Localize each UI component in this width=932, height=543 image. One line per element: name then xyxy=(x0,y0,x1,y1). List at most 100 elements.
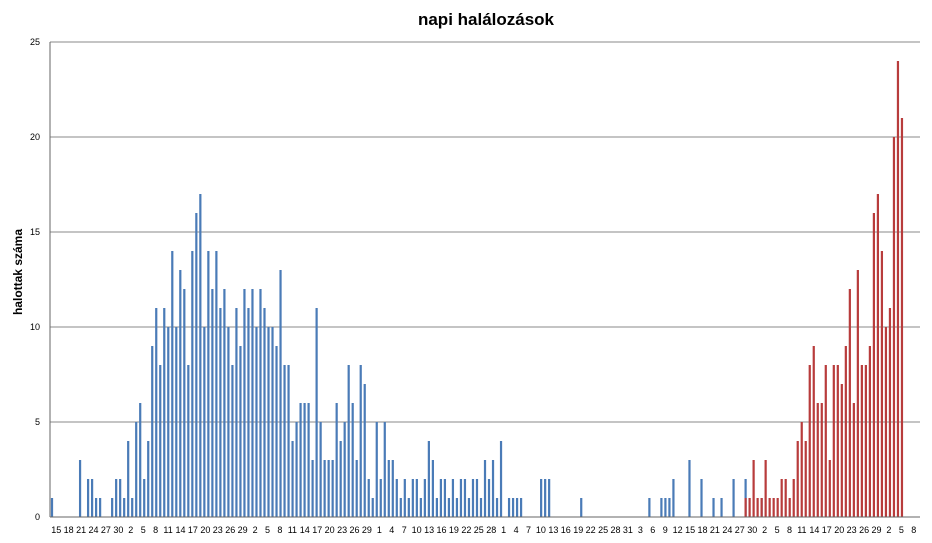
x-tick-label: 13 xyxy=(548,525,558,535)
x-tick-label: 23 xyxy=(337,525,347,535)
bar xyxy=(195,213,198,517)
x-tick-label: 31 xyxy=(623,525,633,535)
y-tick-label: 0 xyxy=(35,512,40,522)
bar xyxy=(443,479,447,517)
x-tick-label: 5 xyxy=(775,525,780,535)
bar xyxy=(720,498,723,517)
bar xyxy=(816,403,819,517)
bar xyxy=(660,498,663,517)
bar xyxy=(155,308,158,517)
x-tick-label: 27 xyxy=(101,525,111,535)
bar xyxy=(271,327,274,517)
x-tick-label: 16 xyxy=(561,525,571,535)
bar xyxy=(159,365,162,517)
x-tick-label: 7 xyxy=(402,525,407,535)
bar xyxy=(315,308,318,517)
bar xyxy=(227,327,230,517)
bar xyxy=(95,498,98,517)
y-tick-label: 25 xyxy=(30,37,40,47)
bar xyxy=(896,61,900,517)
bar xyxy=(351,403,354,517)
bar xyxy=(780,479,783,517)
bar xyxy=(455,498,459,517)
bar xyxy=(892,137,896,517)
x-tick-labels: 15 18 21 24 27 30 2 5 8 11 14 17 20 23 26 29 2 5 8 11 14 17 20… xyxy=(51,525,916,535)
bar xyxy=(828,460,831,517)
bar xyxy=(199,194,202,517)
bar xyxy=(836,365,839,517)
bar xyxy=(263,308,266,517)
bar xyxy=(99,498,102,517)
bar xyxy=(343,422,346,517)
bar xyxy=(852,403,855,517)
y-tick-labels: 0 5 10 15 20 25 xyxy=(30,37,40,522)
bar xyxy=(175,327,178,517)
bar xyxy=(447,498,451,517)
bar xyxy=(459,479,463,517)
bar xyxy=(231,365,234,517)
bar xyxy=(451,479,455,517)
bar xyxy=(776,498,779,517)
bar xyxy=(299,403,302,517)
x-tick-label: 25 xyxy=(474,525,484,535)
x-tick-label: 21 xyxy=(76,525,86,535)
x-tick-label: 18 xyxy=(64,525,74,535)
x-tick-label: 5 xyxy=(141,525,146,535)
bar xyxy=(239,346,242,517)
bar xyxy=(648,498,651,517)
bar xyxy=(235,308,238,517)
bar xyxy=(307,403,310,517)
x-tick-label: 30 xyxy=(113,525,123,535)
x-tick-label: 28 xyxy=(610,525,620,535)
bar xyxy=(167,327,170,517)
bar xyxy=(467,498,471,517)
bar xyxy=(491,460,495,517)
x-tick-label: 1 xyxy=(377,525,382,535)
bar xyxy=(259,289,262,517)
bar xyxy=(163,308,166,517)
x-tick-label: 11 xyxy=(797,525,806,535)
x-tick-label: 10 xyxy=(536,525,546,535)
bar xyxy=(303,403,306,517)
bar xyxy=(335,403,338,517)
bar xyxy=(347,365,350,517)
bar xyxy=(688,460,691,517)
x-tick-label: 29 xyxy=(871,525,881,535)
bar xyxy=(139,403,142,517)
x-tick-label: 12 xyxy=(673,525,683,535)
x-tick-label: 26 xyxy=(859,525,869,535)
x-tick-label: 20 xyxy=(834,525,844,535)
bar xyxy=(483,460,487,517)
bar xyxy=(247,308,250,517)
bar xyxy=(900,118,904,517)
bar xyxy=(143,479,146,517)
bars xyxy=(50,61,904,517)
x-tick-label: 27 xyxy=(735,525,745,535)
bar xyxy=(824,365,827,517)
bar xyxy=(423,479,426,517)
x-tick-label: 17 xyxy=(188,525,198,535)
x-tick-label: 19 xyxy=(449,525,459,535)
bar xyxy=(243,289,246,517)
x-tick-label: 14 xyxy=(809,525,819,535)
bar xyxy=(764,460,767,517)
bar xyxy=(283,365,286,517)
bar xyxy=(840,384,843,517)
bar xyxy=(391,460,394,517)
x-tick-label: 8 xyxy=(277,525,282,535)
grid-lines xyxy=(50,41,920,423)
bar xyxy=(712,498,715,517)
x-tick-label: 16 xyxy=(436,525,446,535)
bar xyxy=(215,251,218,517)
bar xyxy=(311,460,314,517)
bar xyxy=(856,270,859,517)
bar xyxy=(744,498,747,517)
x-tick-label: 22 xyxy=(461,525,471,535)
bar xyxy=(403,479,406,517)
bar xyxy=(383,422,386,517)
x-tick-label: 14 xyxy=(300,525,310,535)
bar xyxy=(123,498,126,517)
axes xyxy=(49,42,920,518)
bar xyxy=(872,213,875,517)
